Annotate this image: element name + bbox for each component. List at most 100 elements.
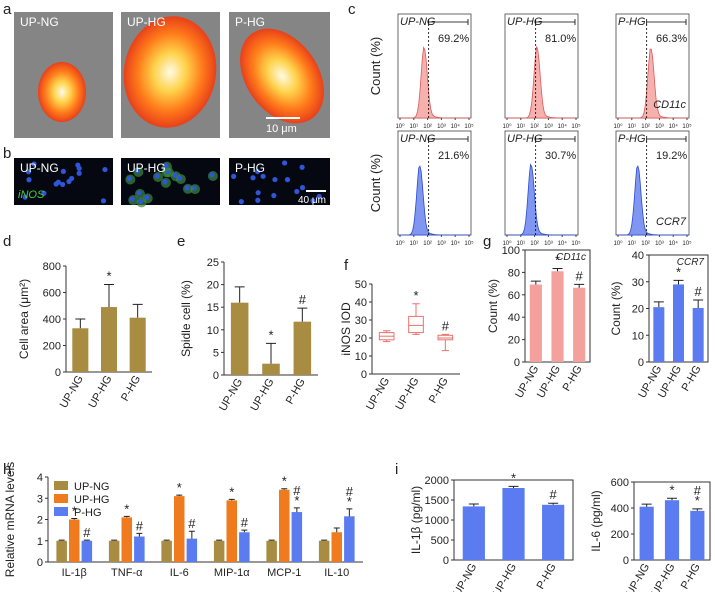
y-tick-label: 600: [43, 288, 61, 300]
x-tick-label: 10⁴: [558, 123, 568, 130]
significance-mark: #: [241, 515, 249, 530]
significance-mark: #: [550, 487, 558, 502]
y-tick-label: 4: [37, 472, 43, 484]
x-tick-label: P-HG: [680, 364, 704, 394]
x-tick-label: 10²: [530, 241, 539, 247]
error-bar: [281, 488, 288, 490]
significance-mark: *: [72, 503, 77, 518]
error-bar-line: [71, 517, 78, 520]
axes: [223, 262, 318, 376]
panel-label: a: [3, 1, 12, 18]
gate-bracket: [535, 136, 576, 142]
x-tick-label: 10³: [655, 124, 664, 130]
error-bar-line: [653, 301, 664, 308]
bar: [129, 317, 146, 372]
bar: [213, 540, 225, 562]
scale-bar-label: 40 μm: [298, 195, 326, 206]
cell: [38, 62, 86, 122]
bar: [664, 500, 680, 560]
error-bar-line: [297, 307, 308, 322]
nucleus: [144, 194, 150, 200]
significance-mark: *: [106, 269, 111, 284]
x-tick-label: 10⁰: [502, 123, 512, 130]
nucleus: [41, 190, 47, 196]
legend-label: UP-HG: [74, 494, 109, 506]
y-tick-label: 2: [37, 515, 43, 527]
histogram: [398, 165, 471, 236]
nucleus: [129, 196, 135, 202]
x-tick-label: UP-NG: [451, 562, 479, 592]
significance-mark: #: [695, 284, 703, 299]
bar: [462, 506, 485, 560]
error-bar-line: [163, 539, 170, 541]
bar: [331, 532, 342, 562]
x-tick-label: 10⁰: [395, 123, 405, 130]
histogram: [505, 46, 578, 119]
error-bar: [548, 502, 559, 505]
x-tick-label: 10⁵: [464, 123, 474, 130]
error-bar: [333, 527, 340, 533]
bar: [291, 512, 303, 562]
nucleus: [137, 198, 144, 205]
x-tick-label: 10²: [641, 124, 650, 130]
x-tick-label: 10⁴: [669, 123, 679, 130]
y-axis-label: IL-6 (pg/ml): [589, 490, 603, 551]
bar: [186, 538, 198, 562]
nucleus: [284, 177, 291, 183]
significance-mark: *: [511, 470, 516, 485]
x-tick-label: 10⁵: [682, 240, 692, 247]
x-tick-label: P-HG: [535, 562, 559, 592]
significance-mark: *: [177, 480, 182, 495]
bar: [134, 536, 145, 562]
x-tick-label: IL-6: [170, 567, 189, 579]
bar: [262, 363, 280, 375]
x-tick-label: 10⁵: [682, 123, 692, 130]
histogram: [616, 165, 689, 236]
error-bar-line: [216, 539, 223, 541]
bar: [239, 532, 250, 562]
bar: [690, 510, 705, 560]
error-bar-line: [346, 508, 353, 517]
y-tick-label: 1000: [425, 515, 449, 527]
y-tick-label: 5: [213, 347, 219, 359]
x-tick-label: 10¹: [516, 124, 525, 130]
x-tick-label: 10²: [423, 241, 432, 247]
x-tick-label: UP-NG: [364, 376, 392, 413]
x-tick-label: UP-HG: [491, 562, 519, 592]
axes: [47, 477, 363, 563]
x-tick-label: 10¹: [627, 241, 636, 247]
panel-label: i: [395, 461, 398, 478]
panel-label: g: [483, 233, 491, 250]
bar: [279, 489, 290, 562]
significance-mark: #: [299, 292, 307, 307]
fluorescence-image: [229, 158, 330, 205]
whisker-high: [383, 330, 391, 333]
legend-label: UP-NG: [74, 481, 109, 493]
error-bar: [552, 267, 563, 272]
y-tick-label: 1500: [425, 495, 449, 507]
y-tick-label: 200: [611, 529, 629, 541]
chart-title: CD11c: [556, 252, 586, 263]
nucleus: [136, 190, 142, 196]
axes: [453, 479, 574, 561]
histogram: [505, 163, 578, 236]
y-tick-label: 0: [37, 557, 43, 569]
x-tick-label: UP-HG: [248, 377, 276, 414]
error-bar: [508, 485, 519, 488]
error-bar-line: [266, 342, 276, 364]
error-bar: [641, 503, 652, 507]
bar: [121, 517, 132, 562]
sample-label: UP-NG: [400, 133, 436, 145]
error-bar: [58, 539, 65, 541]
error-bar-line: [75, 318, 86, 329]
x-tick-label: UP-HG: [86, 374, 114, 411]
gate-percent: 21.6%: [438, 150, 469, 162]
significance-mark: #: [188, 516, 196, 531]
image-label: UP-NG: [20, 161, 59, 175]
significance-mark: #: [293, 483, 301, 498]
gate-bracket: [428, 136, 469, 142]
flow-frame: [504, 130, 579, 236]
nucleus: [31, 161, 37, 167]
x-tick-label: 10³: [437, 124, 446, 130]
significance-mark: #: [694, 483, 702, 498]
